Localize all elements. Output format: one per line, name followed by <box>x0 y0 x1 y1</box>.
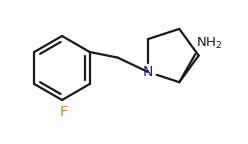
Text: F: F <box>60 105 68 119</box>
Text: NH$_2$: NH$_2$ <box>196 36 223 51</box>
Text: N: N <box>143 65 153 79</box>
